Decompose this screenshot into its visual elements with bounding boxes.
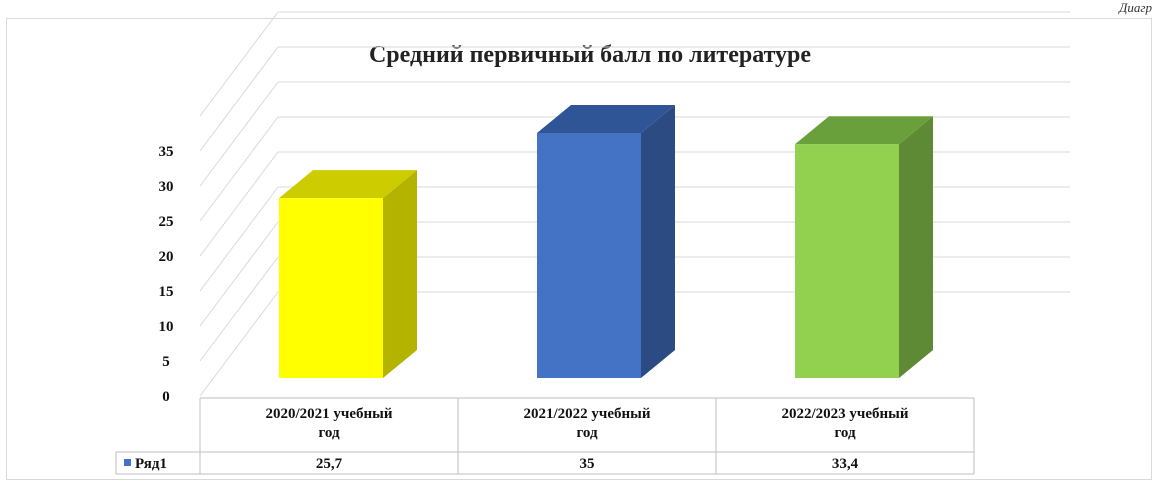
legend-label: Ряд1: [135, 456, 167, 472]
y-tick-label: 5: [162, 354, 170, 370]
gridline-diagonal: [199, 11, 279, 117]
bar: [795, 144, 899, 378]
bar-side: [641, 105, 675, 378]
gridline-diagonal: [199, 151, 279, 257]
bar: [279, 198, 383, 378]
gridline-diagonal: [199, 46, 279, 152]
gridline-diagonal: [199, 291, 279, 397]
legend-marker: [124, 459, 131, 466]
y-tick-label: 25: [159, 214, 174, 230]
y-tick-label: 35: [159, 144, 174, 160]
category-label: год: [576, 425, 598, 441]
bars: [279, 105, 933, 378]
bar-side: [899, 116, 933, 378]
y-tick-label: 20: [159, 249, 174, 265]
bar-side: [383, 170, 417, 378]
category-label: 2022/2023 учебный: [781, 406, 908, 422]
corner-caption: Диагр: [1119, 0, 1152, 15]
category-label: год: [318, 425, 340, 441]
gridline-diagonal: [199, 116, 279, 222]
gridline-diagonal: [199, 81, 279, 187]
bar-top: [795, 116, 933, 145]
y-tick-label: 15: [159, 284, 174, 300]
bar-top: [279, 170, 417, 199]
y-axis: 0 5 10 15 20 25 30 35: [159, 144, 174, 405]
category-label: 2020/2021 учебный: [265, 406, 392, 422]
y-tick-label: 10: [159, 319, 174, 335]
y-tick-label: 30: [159, 179, 174, 195]
gridline-diagonal: [199, 221, 279, 327]
gridline-diagonal: [199, 186, 279, 292]
y-tick-label: 0: [162, 389, 170, 405]
category-label: год: [834, 425, 856, 441]
bar-top: [537, 105, 675, 133]
data-value-label: 33,4: [832, 456, 859, 472]
data-value-label: 25,7: [316, 456, 343, 472]
chart-title: Средний первичный балл по литературе: [369, 42, 811, 68]
gridline-diagonal: [199, 256, 279, 362]
bar: [537, 133, 641, 378]
data-value-label: 35: [580, 456, 595, 472]
data-table: 2020/2021 учебный год 2021/2022 учебный год…: [115, 397, 975, 475]
category-label: 2021/2022 учебный: [523, 406, 650, 422]
